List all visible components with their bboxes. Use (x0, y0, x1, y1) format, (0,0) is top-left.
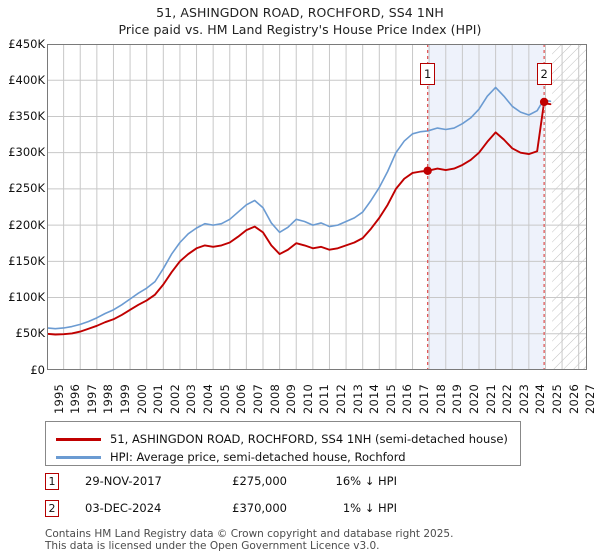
legend-label: 51, ASHINGDON ROAD, ROCHFORD, SS4 1NH (s… (110, 432, 508, 446)
title-address: 51, ASHINGDON ROAD, ROCHFORD, SS4 1NH (156, 5, 444, 20)
x-axis-tick-label: 2021 (483, 383, 498, 414)
x-axis-tick-label: 1995 (51, 383, 66, 414)
y-axis-tick-label: £350K (8, 108, 45, 123)
x-axis-tick-label: 2022 (500, 383, 515, 414)
transaction-list: 1 29-NOV-2017 £275,000 16% ↓ HPI 2 03-DEC-202… (45, 472, 525, 526)
x-axis-tick-label: 2015 (383, 383, 398, 414)
x-axis-tick-label: 2007 (250, 383, 265, 414)
x-axis-tick-label: 2001 (151, 383, 166, 414)
x-axis-tick-label: 2009 (284, 383, 299, 414)
x-axis-tick-label: 2027 (583, 383, 598, 414)
footer-line-1: Contains HM Land Registry data © Crown c… (45, 528, 454, 540)
transaction-price: £370,000 (232, 501, 287, 515)
legend-color-swatch (56, 437, 101, 441)
x-axis-tick-label: 2024 (533, 383, 548, 414)
legend-item: 51, ASHINGDON ROAD, ROCHFORD, SS4 1NH (s… (46, 428, 508, 450)
x-axis-tick-label: 2025 (549, 383, 564, 414)
x-axis-tick-label: 2016 (400, 383, 415, 414)
transaction-index-badge: 1 (45, 473, 59, 490)
transaction-flag-1[interactable]: 1 (420, 63, 436, 85)
y-axis-tick-label: £450K (8, 36, 45, 51)
transaction-flag-2[interactable]: 2 (536, 63, 552, 85)
forecast-hatch-region (552, 44, 587, 370)
x-axis-tick-label: 2002 (167, 383, 182, 414)
x-axis-tick-label: 2008 (267, 383, 282, 414)
x-axis-tick-label: 1997 (84, 383, 99, 414)
legend-color-swatch (56, 455, 101, 459)
footer-attribution: Contains HM Land Registry data © Crown c… (45, 528, 585, 552)
x-axis-tick-label: 2019 (450, 383, 465, 414)
y-axis-tick-label: £100K (8, 290, 45, 305)
x-axis-tick-label: 2012 (333, 383, 348, 414)
transaction-row[interactable]: 2 03-DEC-2024 £370,000 1% ↓ HPI (45, 499, 525, 526)
series-lines (47, 86, 552, 336)
title-subtitle: Price paid vs. HM Land Registry's House … (118, 22, 482, 37)
x-axis-tick-label: 2014 (367, 383, 382, 414)
x-axis-tick-label: 1998 (101, 383, 116, 414)
x-axis-tick-label: 2023 (516, 383, 531, 414)
x-axis-tick-label: 2000 (134, 383, 149, 414)
x-axis-tick-label: 2006 (234, 383, 249, 414)
y-axis-tick-label: £300K (8, 145, 45, 160)
x-axis-tick-label: 2017 (417, 383, 432, 414)
x-axis-tick-label: 2013 (350, 383, 365, 414)
y-axis-tick-label: £0 (30, 362, 45, 377)
highlight-band (427, 44, 545, 370)
y-axis-tick-label: £400K (8, 72, 45, 87)
chart-svg (47, 44, 587, 370)
x-axis: 1995 1996 1997 1998 1999 2000 2001 2002 2003 2004… (47, 372, 598, 416)
page-title: 51, ASHINGDON ROAD, ROCHFORD, SS4 1NH Pr… (0, 4, 600, 38)
legend-item: HPI: Average price, semi-detached house,… (46, 446, 406, 468)
transaction-marker-dots (423, 97, 549, 175)
transaction-price: £275,000 (232, 474, 287, 488)
transaction-hpi-delta: 1% ↓ HPI (342, 501, 397, 515)
plot-frame (47, 44, 587, 370)
transaction-hpi-delta: 16% ↓ HPI (335, 474, 397, 488)
x-axis-tick-label: 2004 (201, 383, 216, 414)
x-axis-tick-label: 1996 (68, 383, 83, 414)
gridlines (47, 44, 587, 370)
x-axis-tick-label: 2010 (300, 383, 315, 414)
x-axis-tick-label: 1999 (117, 383, 132, 414)
y-axis-tick-label: £150K (8, 253, 45, 268)
y-axis-tick-label: £200K (8, 217, 45, 232)
transaction-date: 03-DEC-2024 (85, 501, 162, 515)
y-axis: £0 £50K £100K £150K £200K £250K £300K £350K £400… (0, 0, 45, 400)
x-axis-tick-label: 2018 (433, 383, 448, 414)
transaction-index-badge: 2 (45, 500, 59, 517)
footer-line-2: This data is licensed under the Open Gov… (45, 540, 380, 552)
x-axis-tick-label: 2005 (217, 383, 232, 414)
y-axis-tick-label: £250K (8, 181, 45, 196)
x-axis-tick-label: 2026 (566, 383, 581, 414)
chart-legend: 51, ASHINGDON ROAD, ROCHFORD, SS4 1NH (s… (45, 421, 521, 466)
y-axis-tick-label: £50K (15, 326, 46, 341)
x-axis-tick-label: 2003 (184, 383, 199, 414)
x-axis-tick-label: 2020 (466, 383, 481, 414)
transaction-row[interactable]: 1 29-NOV-2017 £275,000 16% ↓ HPI (45, 472, 525, 499)
x-axis-tick-label: 2011 (317, 383, 332, 414)
legend-label: HPI: Average price, semi-detached house,… (110, 450, 406, 464)
transaction-date: 29-NOV-2017 (85, 474, 162, 488)
